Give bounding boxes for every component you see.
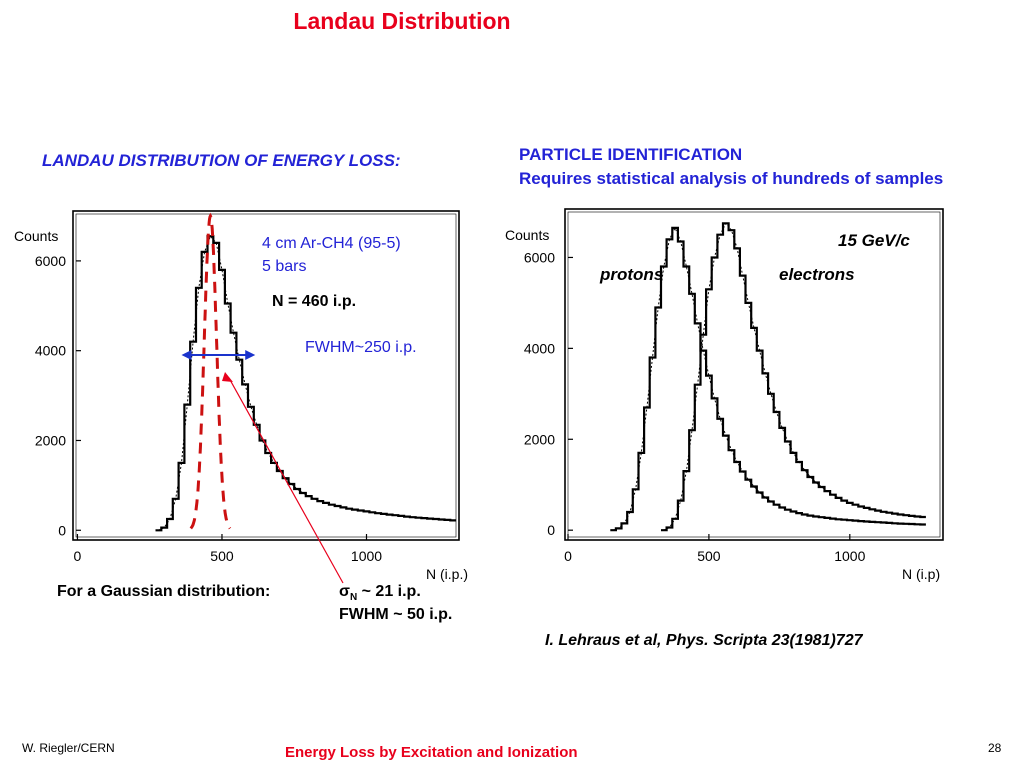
footer-title: Energy Loss by Excitation and Ionization bbox=[285, 744, 578, 761]
reference-citation: I. Lehraus et al, Phys. Scripta 23(1981)… bbox=[545, 632, 863, 649]
gaussian-fwhm: FWHM ~ 50 i.p. bbox=[339, 606, 453, 623]
left-x-axis-label: N (i.p.) bbox=[426, 566, 468, 582]
left-chart-frame bbox=[72, 210, 460, 541]
right-section-subheading: Requires statistical analysis of hundred… bbox=[519, 169, 944, 188]
right-y-tick-label: 4000 bbox=[524, 340, 555, 356]
fwhm-label: FWHM~250 i.p. bbox=[305, 339, 417, 356]
right-histogram-electrons bbox=[661, 222, 926, 532]
fwhm-arrow-right-head bbox=[245, 350, 256, 360]
sigma-symbol: σ bbox=[339, 583, 350, 600]
left-chart-frame-inner bbox=[75, 213, 457, 538]
fwhm-arrow-left-head bbox=[181, 350, 192, 360]
right-x-tick-label: 1000 bbox=[834, 548, 865, 564]
gas-mixture-label: 4 cm Ar-CH4 (95-5) bbox=[262, 235, 401, 252]
right-y-tick-label: 2000 bbox=[524, 431, 555, 447]
slide-title: Landau Distribution bbox=[293, 8, 511, 34]
gaussian-sigma: σN ~ 21 i.p. bbox=[339, 583, 421, 603]
right-x-tick-label: 500 bbox=[697, 548, 721, 564]
gaussian-pointer-line bbox=[228, 377, 344, 584]
pressure-label: 5 bars bbox=[262, 258, 306, 275]
right-chart-frame bbox=[564, 208, 944, 541]
footer-author: W. Riegler/CERN bbox=[22, 741, 115, 755]
left-y-tick-label: 0 bbox=[58, 522, 66, 538]
left-y-tick-label: 4000 bbox=[35, 343, 66, 359]
left-gaussian-overlay bbox=[189, 212, 232, 530]
left-x-tick-label: 500 bbox=[210, 548, 234, 564]
left-x-tick-label: 0 bbox=[74, 548, 82, 564]
page-number: 28 bbox=[988, 741, 1002, 755]
left-y-tick-label: 2000 bbox=[35, 432, 66, 448]
left-section-heading: LANDAU DISTRIBUTION OF ENERGY LOSS: bbox=[42, 151, 401, 170]
gaussian-pointer-head bbox=[222, 372, 233, 382]
protons-label: protons bbox=[599, 265, 663, 284]
right-histogram-protons bbox=[610, 226, 926, 532]
left-x-tick-label: 1000 bbox=[351, 548, 382, 564]
right-y-axis-label: Counts bbox=[505, 227, 549, 243]
sigma-value: ~ 21 i.p. bbox=[357, 583, 421, 600]
left-y-axis-label: Counts bbox=[14, 228, 58, 244]
gaussian-label: For a Gaussian distribution: bbox=[57, 583, 271, 600]
right-chart-frame-inner bbox=[567, 211, 941, 538]
left-histogram-series bbox=[155, 235, 457, 532]
right-section-heading: PARTICLE IDENTIFICATION bbox=[519, 145, 743, 164]
right-y-tick-label: 0 bbox=[547, 522, 555, 538]
sigma-subscript: N bbox=[349, 592, 358, 604]
electrons-label: electrons bbox=[779, 265, 855, 284]
right-y-tick-label: 6000 bbox=[524, 249, 555, 265]
left-y-tick-label: 6000 bbox=[35, 253, 66, 269]
right-x-axis-label: N (i.p) bbox=[902, 566, 940, 582]
mean-ionization-label: N = 460 i.p. bbox=[272, 293, 356, 310]
momentum-label: 15 GeV/c bbox=[838, 231, 910, 250]
right-x-tick-label: 0 bbox=[564, 548, 572, 564]
